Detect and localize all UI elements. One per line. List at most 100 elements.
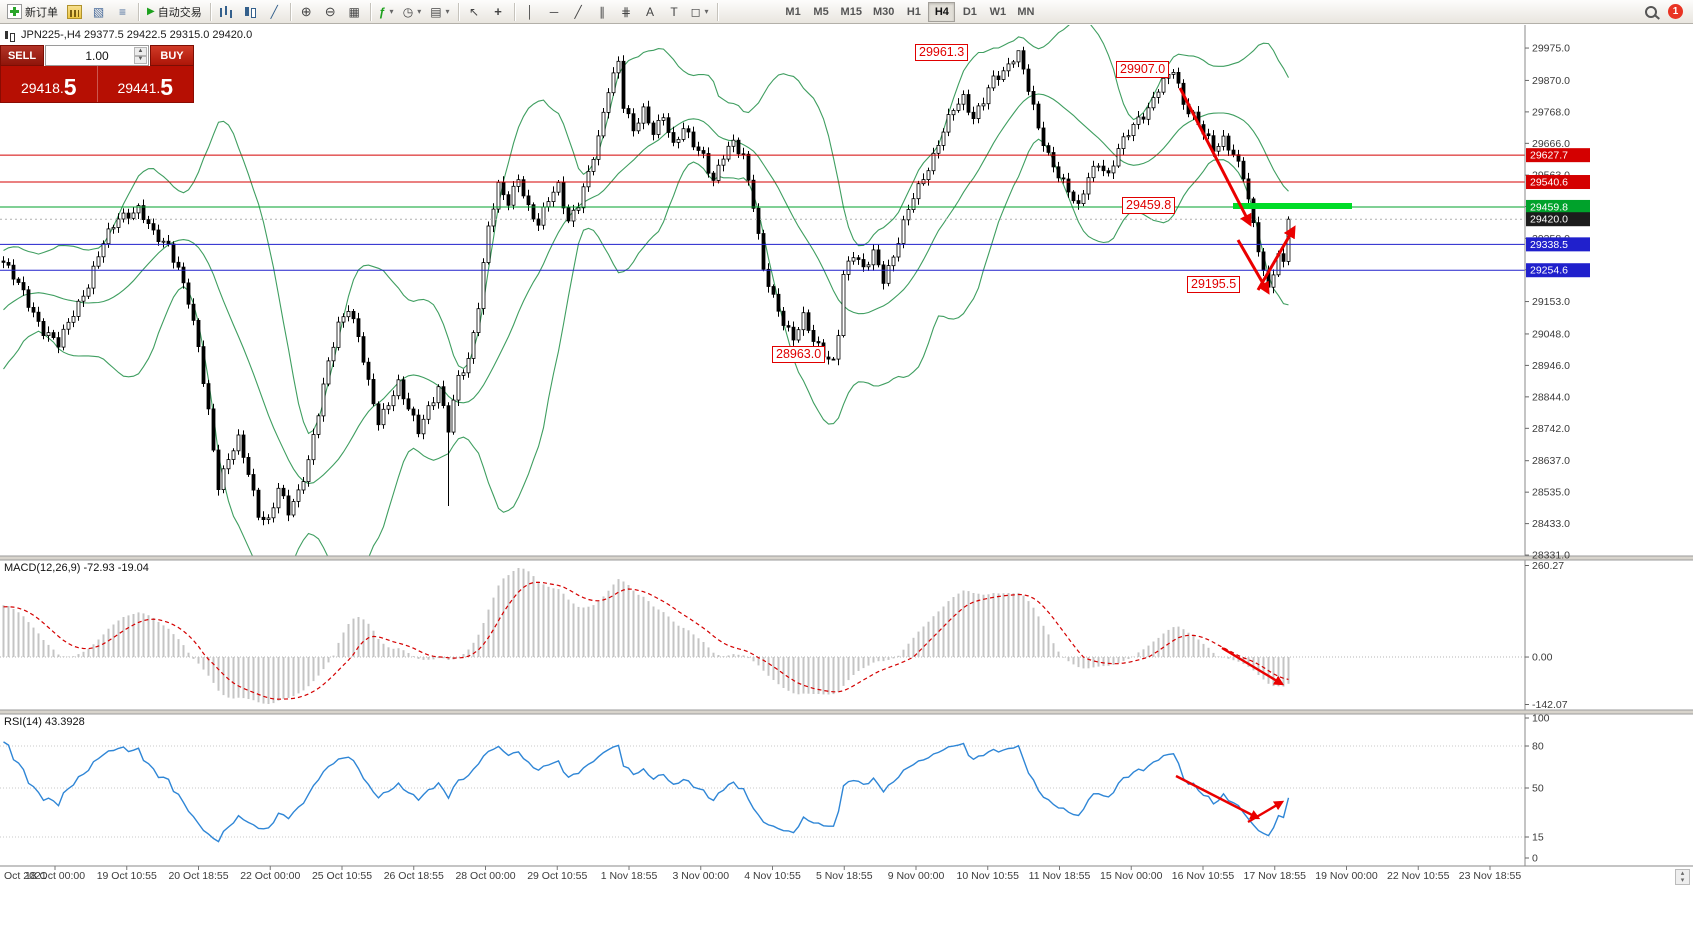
profiles-icon: ▧ [92,4,105,19]
price-annotation[interactable]: 28963.0 [772,346,826,363]
red-arrow[interactable] [1221,646,1285,686]
volume-down-button[interactable]: ▼ [134,55,147,64]
vertical-line-button[interactable]: │ [519,1,542,22]
red-arrow[interactable] [1175,774,1261,820]
toolbar: 新订单 ▧ ≡ ▶ 自动交易 ╱ ⊕ ⊖ ▦ ƒ ▾ ◷ ▾ ▤ ▾ ↖ + │ ─ … [0,0,1693,24]
trendline-button[interactable]: ╱ [567,1,590,22]
price-tag-label: 29627.7 [1530,150,1568,162]
price-annotation[interactable]: 29961.3 [915,44,969,61]
macd-scale-label: -142.07 [1532,699,1568,711]
zoom-out-button[interactable]: ⊖ [319,1,342,22]
timeframe-m5-button[interactable]: M5 [808,2,835,22]
chart-canvas[interactable]: 29975.029870.029768.029666.029563.029461… [0,25,1693,947]
shapes-icon: ◻ [690,4,701,19]
bar-chart-icon [219,5,234,18]
price-tag-label: 29338.5 [1530,239,1568,251]
cursor-icon: ↖ [469,4,480,19]
price-tag-label: 29420.0 [1530,214,1568,226]
crosshair-button[interactable]: + [487,1,510,22]
tile-windows-button[interactable]: ▦ [343,1,366,22]
zoom-in-button[interactable]: ⊕ [295,1,318,22]
rsi-scale-label: 50 [1532,783,1544,795]
line-chart-icon: ╱ [270,4,278,19]
market-watch-button[interactable]: ≡ [111,1,134,22]
time-axis-label: 16 Nov 10:55 [1172,870,1235,882]
buy-price[interactable]: 29441. 5 [98,66,194,102]
scale-scroll-widget[interactable]: ▴ ▾ [1675,869,1690,885]
timeframe-d1-button[interactable]: D1 [956,2,983,22]
sell-price[interactable]: 29418. 5 [1,66,98,102]
candlestick-icon [243,6,257,18]
sell-price-base: 29418. [20,80,64,96]
fibonacci-button[interactable]: ⋕ [615,1,638,22]
indicators-button[interactable]: ƒ ▾ [375,1,398,22]
clock-icon: ◷ [402,4,414,19]
templates-button[interactable]: ▤ ▾ [426,1,453,22]
volume-up-button[interactable]: ▲ [134,47,147,56]
time-axis-label: 25 Oct 10:55 [312,870,372,882]
rsi-scale-label: 15 [1532,832,1544,844]
macd-signal-line [3,581,1289,700]
price-annotation[interactable]: 29195.5 [1187,276,1241,293]
equidistant-channel-button[interactable]: ∥ [591,1,614,22]
periods-button[interactable]: ◷ ▾ [399,1,426,22]
red-arrow[interactable] [1256,225,1296,291]
timeframe-h1-button[interactable]: H1 [900,2,927,22]
toolbar-separator [457,2,459,21]
timeframe-mn-button[interactable]: MN [1012,2,1039,22]
chart-title: JPN225-,H4 29377.5 29422.5 29315.0 29420… [4,29,252,42]
buy-button[interactable]: BUY [150,45,194,66]
timeframe-m15-button[interactable]: M15 [836,2,867,22]
notification-badge[interactable]: 1 [1668,4,1683,19]
timeframe-m1-button[interactable]: M1 [780,2,807,22]
red-arrow[interactable] [1247,800,1285,824]
time-axis-label: 23 Nov 18:55 [1459,870,1522,882]
candlestick-layer [1,46,1291,526]
chevron-down-icon: ▾ [704,7,709,16]
buy-price-big: 5 [160,74,174,100]
timeframe-h4-button[interactable]: H4 [928,1,956,22]
text-label-button[interactable]: T [663,1,686,22]
line-chart-button[interactable]: ╱ [263,1,286,22]
bar-chart-button[interactable] [215,1,238,22]
axes-layer: 29975.029870.029768.029666.029563.029461… [0,25,1693,882]
price-annotation[interactable]: 29459.8 [1122,197,1176,214]
price-scale-label: 29768.0 [1532,106,1570,118]
macd-scale-label: 260.27 [1532,560,1564,572]
rsi-pane [0,741,1525,843]
price-scale-label: 29975.0 [1532,43,1570,55]
horizontal-line-icon: ─ [549,4,559,19]
timeframe-w1-button[interactable]: W1 [984,2,1011,22]
price-scale-label: 29870.0 [1532,75,1570,87]
time-axis-label: Oct 2021 [4,870,47,882]
autotrading-label: 自动交易 [157,6,202,19]
timeframe-m30-button[interactable]: M30 [868,2,899,22]
sell-button[interactable]: SELL [0,45,44,66]
price-tag [1526,148,1590,163]
price-tag-label: 29540.6 [1530,177,1568,189]
price-scale-label: 29048.0 [1532,328,1570,340]
search-button[interactable] [1639,1,1662,22]
channel-icon: ∥ [599,4,606,19]
shapes-button[interactable]: ◻ ▾ [687,1,713,22]
toolbar-separator [513,2,515,21]
profiles-button[interactable]: ▧ [87,1,110,22]
volume-input[interactable]: 1.00 ▲ ▼ [45,45,149,66]
market-watch-icon: ≡ [118,4,126,19]
cursor-button[interactable]: ↖ [463,1,486,22]
autotrading-button[interactable]: ▶ 自动交易 [143,1,206,22]
new-chart-button[interactable] [63,1,86,22]
new-order-button[interactable]: 新订单 [3,1,62,22]
time-axis-label: 18 Oct 00:00 [25,870,85,882]
price-scale-label: 28844.0 [1532,391,1570,403]
price-tag [1526,212,1590,227]
text-button[interactable]: A [639,1,662,22]
time-axis-label: 9 Nov 00:00 [888,870,945,882]
pane-splitter [0,556,1693,560]
rsi-scale-label: 0 [1532,853,1538,865]
candlestick-chart-button[interactable] [239,1,262,22]
red-arrow[interactable] [1178,87,1252,227]
macd-histogram [2,568,1290,704]
price-annotation[interactable]: 29907.0 [1116,61,1170,78]
horizontal-line-button[interactable]: ─ [543,1,566,22]
